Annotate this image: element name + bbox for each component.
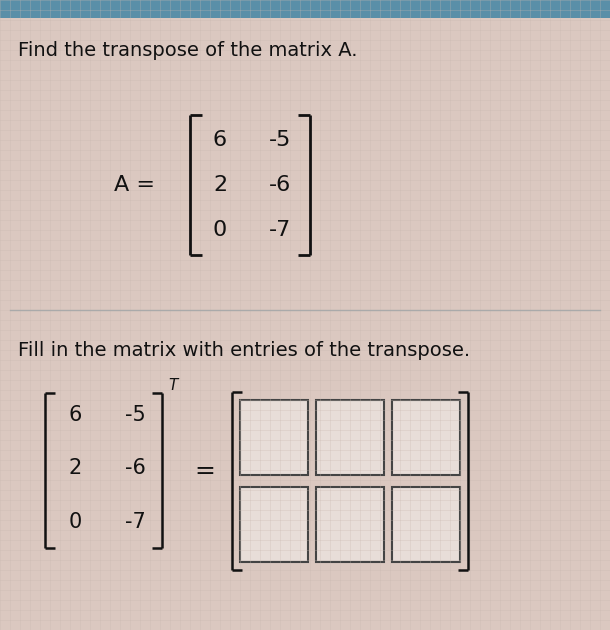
- Bar: [0, 0, 610, 18]
- Text: A =: A =: [114, 175, 155, 195]
- Text: 0: 0: [213, 220, 227, 240]
- Text: 0: 0: [68, 512, 82, 532]
- Text: 6: 6: [68, 405, 82, 425]
- Text: Find the transpose of the matrix A.: Find the transpose of the matrix A.: [18, 40, 357, 59]
- Text: -6: -6: [124, 458, 145, 478]
- Bar: [316, 400, 384, 475]
- Bar: [392, 400, 460, 475]
- Bar: [240, 400, 308, 475]
- Text: T: T: [168, 377, 178, 392]
- Bar: [392, 487, 460, 562]
- Text: -5: -5: [124, 405, 145, 425]
- Text: -5: -5: [269, 130, 291, 150]
- Bar: [316, 487, 384, 562]
- Text: Fill in the matrix with entries of the transpose.: Fill in the matrix with entries of the t…: [18, 340, 470, 360]
- Bar: [240, 487, 308, 562]
- Text: =: =: [195, 459, 215, 483]
- Text: 2: 2: [213, 175, 227, 195]
- Text: 6: 6: [213, 130, 227, 150]
- Text: -6: -6: [269, 175, 291, 195]
- Text: 2: 2: [68, 458, 82, 478]
- Text: -7: -7: [124, 512, 145, 532]
- Text: -7: -7: [269, 220, 291, 240]
